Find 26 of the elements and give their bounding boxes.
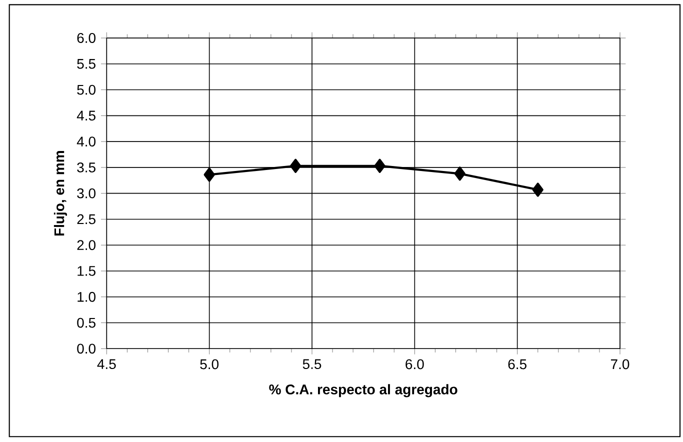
point bbox=[532, 182, 544, 197]
x-tick-label: 4.5 bbox=[97, 359, 116, 370]
y-axis-title: Flujo, en mm bbox=[54, 151, 67, 236]
x-tick-label: 5.0 bbox=[200, 359, 219, 370]
x-axis-title: % C.A. respecto al agregado bbox=[269, 384, 458, 398]
x-tick-label: 6.0 bbox=[406, 359, 424, 370]
y-tick-label: 1.5 bbox=[78, 266, 96, 276]
y-tick-label: 2.5 bbox=[77, 214, 96, 224]
x-tick-label: 7.0 bbox=[610, 359, 630, 370]
point bbox=[204, 168, 215, 182]
y-tick-label: 4.0 bbox=[76, 136, 96, 147]
x-tick-label: 5.5 bbox=[302, 359, 322, 370]
y-tick-label: 6.0 bbox=[77, 33, 96, 43]
y-tick-label: 1.0 bbox=[78, 292, 96, 302]
x-tick-label: 6.5 bbox=[508, 359, 526, 370]
y-tick-label: 3.0 bbox=[77, 188, 96, 198]
y-tick-label: 0.0 bbox=[77, 344, 96, 354]
point bbox=[290, 158, 302, 173]
y-tick-label: 3.5 bbox=[77, 162, 96, 172]
y-tick-label: 5.0 bbox=[77, 84, 96, 95]
point bbox=[454, 166, 466, 181]
y-tick-label: 2.0 bbox=[77, 240, 96, 250]
y-tick-label: 4.5 bbox=[76, 110, 96, 121]
point bbox=[374, 158, 386, 173]
y-tick-label: 0.5 bbox=[77, 318, 96, 328]
y-tick-label: 5.5 bbox=[77, 59, 96, 69]
